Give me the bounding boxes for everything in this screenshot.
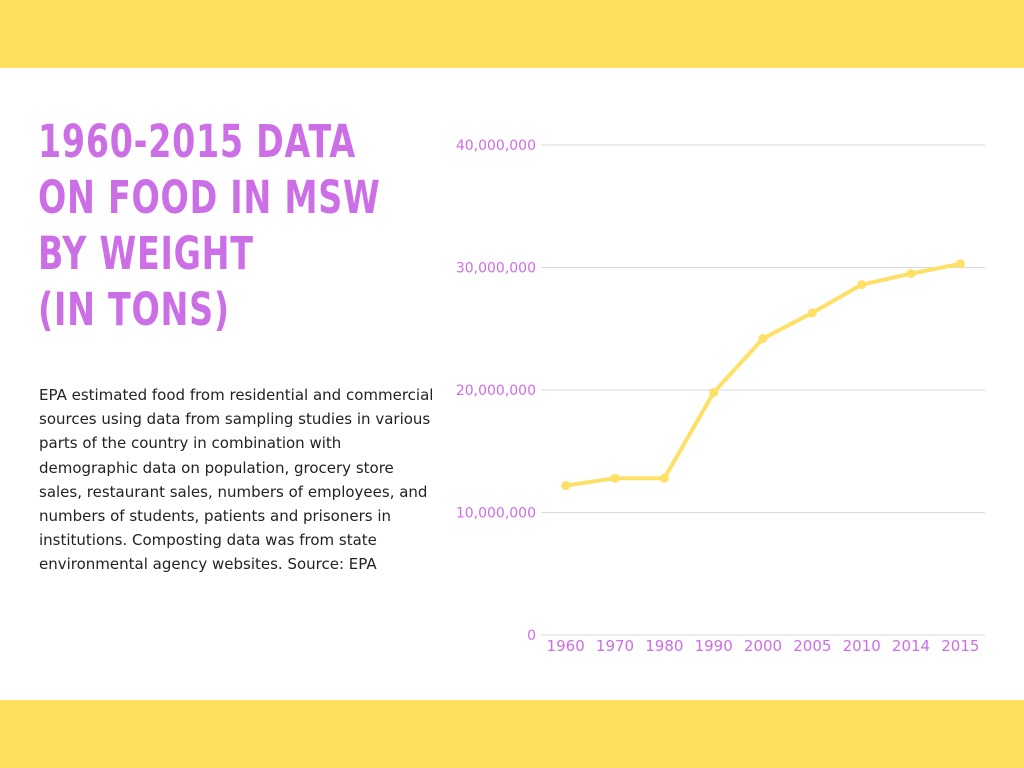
series-food-weight (561, 259, 965, 491)
data-point (610, 473, 620, 483)
x-axis-ticks: 1960 1970 1980 1990 2000 2005 2010 2014 2015 (547, 637, 980, 655)
y-tick-label: 30,000,000 (456, 261, 536, 277)
bottom-banner (0, 700, 1024, 768)
data-point (659, 473, 669, 483)
page-title: 1960-2015 Data on Food in MSW by Weight … (38, 114, 380, 338)
x-tick-label: 1960 (547, 637, 585, 655)
data-point (857, 280, 867, 290)
x-tick-label: 2000 (744, 637, 782, 655)
grid-lines (541, 144, 985, 636)
data-point (807, 308, 817, 318)
y-axis-ticks: 0 10,000,000 20,000,000 30,000,000 40,000,00… (456, 138, 536, 644)
y-tick-label: 40,000,000 (456, 138, 536, 154)
x-tick-label: 2010 (843, 637, 881, 655)
title-line: 1960-2015 Data (38, 115, 356, 168)
data-point (906, 269, 916, 279)
data-point (709, 387, 719, 397)
data-point (561, 481, 571, 491)
series-line (563, 261, 963, 488)
data-point (758, 334, 768, 344)
title-line: (in tons) (38, 283, 230, 336)
y-tick-label: 20,000,000 (456, 383, 536, 399)
x-tick-label: 1980 (645, 637, 683, 655)
x-tick-label: 2014 (892, 637, 930, 655)
x-tick-label: 2015 (941, 637, 979, 655)
x-tick-label: 2005 (793, 637, 831, 655)
title-line: by Weight (38, 227, 254, 280)
x-tick-label: 1970 (596, 637, 634, 655)
y-tick-label: 10,000,000 (456, 506, 536, 522)
x-tick-label: 1990 (695, 637, 733, 655)
y-tick-label: 0 (527, 628, 536, 644)
data-point (955, 259, 965, 269)
top-banner (0, 0, 1024, 68)
chart-description: EPA estimated food from residential and … (39, 386, 434, 574)
